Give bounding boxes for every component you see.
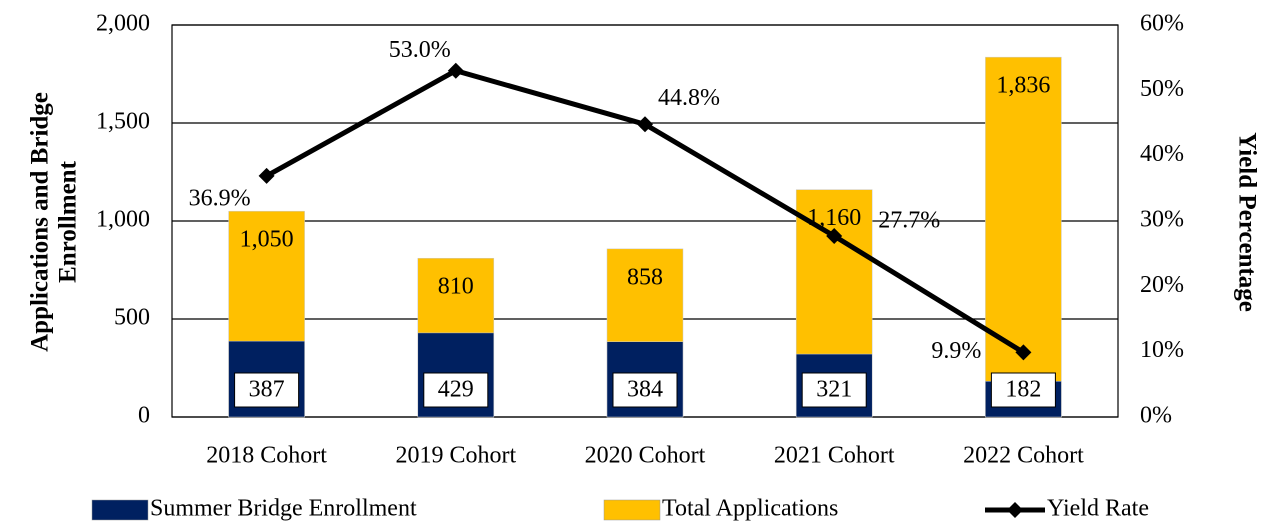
data-label: 810: [438, 274, 474, 300]
data-label: 1,050: [240, 227, 294, 253]
x-tick-label: 2018 Cohort: [206, 443, 327, 469]
legend-swatch: [91, 499, 149, 521]
y-tick-label: 1,500: [96, 109, 150, 135]
legend-label: Yield Rate: [1047, 496, 1149, 522]
data-label-box: [234, 372, 300, 408]
x-tick-label: 2019 Cohort: [395, 443, 516, 469]
data-label: 387: [249, 377, 285, 403]
y2-tick-label: 20%: [1140, 272, 1184, 298]
data-label: 1,836: [996, 73, 1050, 99]
legend-swatch: [1007, 502, 1023, 518]
y-axis-title: Applications and Bridge: [27, 92, 54, 352]
marker: [826, 228, 843, 245]
legend-label: Total Applications: [662, 496, 838, 522]
marker: [258, 167, 275, 184]
data-label-box: [801, 372, 867, 408]
data-label: 36.9%: [189, 185, 251, 211]
y-tick-label: 1,000: [96, 207, 150, 233]
data-label-box: [990, 372, 1056, 408]
marker: [447, 62, 464, 79]
marker: [1015, 344, 1032, 361]
data-label-box: [423, 372, 489, 408]
x-tick-label: 2020 Cohort: [585, 443, 706, 469]
y-tick-label: 0: [138, 403, 150, 429]
y2-tick-label: 50%: [1140, 76, 1184, 102]
data-label: 9.9%: [931, 338, 981, 364]
legend-swatch: [603, 499, 661, 521]
data-label: 429: [438, 377, 474, 403]
y2-tick-label: 40%: [1140, 141, 1184, 167]
y2-tick-label: 60%: [1140, 11, 1184, 37]
legend-label: Summer Bridge Enrollment: [150, 496, 417, 522]
x-tick-label: 2021 Cohort: [774, 443, 895, 469]
y2-tick-label: 0%: [1140, 403, 1172, 429]
y-axis-title: Enrollment: [55, 160, 82, 282]
bar: [985, 56, 1062, 418]
y-tick-label: 2,000: [96, 11, 150, 37]
x-tick-label: 2022 Cohort: [963, 443, 1084, 469]
y2-axis-title: Yield Percentage: [1233, 132, 1260, 312]
data-label: 53.0%: [389, 37, 451, 63]
marker: [637, 116, 653, 133]
data-label: 44.8%: [658, 85, 720, 111]
data-label: 27.7%: [878, 208, 940, 234]
y2-tick-label: 30%: [1140, 207, 1184, 233]
data-label: 384: [627, 377, 663, 403]
y-tick-label: 500: [114, 305, 150, 331]
data-label-box: [612, 372, 678, 408]
data-label: 182: [1005, 377, 1041, 403]
data-label: 321: [816, 377, 852, 403]
y2-tick-label: 10%: [1140, 337, 1184, 363]
data-label: 858: [627, 264, 663, 290]
